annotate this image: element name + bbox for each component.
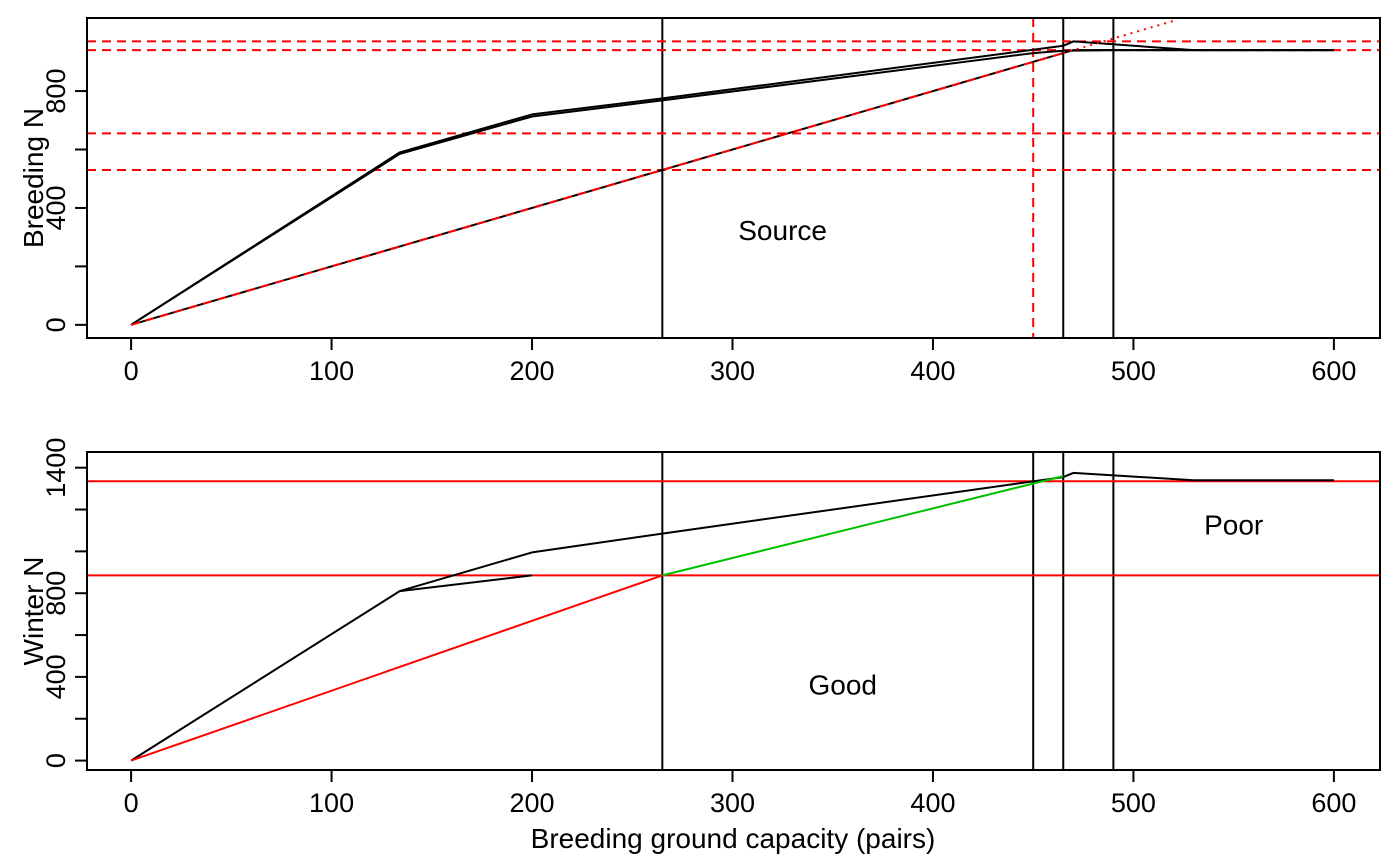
x-tick-label: 600 — [1311, 356, 1356, 386]
y-tick-label: 400 — [41, 654, 71, 699]
series-line-1 — [130, 40, 1334, 326]
y-tick-label: 1400 — [41, 438, 71, 498]
plot-frame — [86, 17, 1381, 339]
series-line-2 — [399, 574, 533, 593]
x-tick-label: 500 — [1111, 788, 1156, 818]
x-axis-label: Breeding ground capacity (pairs) — [531, 823, 936, 854]
plot-area — [87, 452, 1380, 770]
series-line-1 — [130, 471, 1334, 762]
x-tick-label: 300 — [710, 788, 755, 818]
plot-area — [87, 18, 1380, 338]
y-tick-label: 800 — [41, 69, 71, 114]
y-tick-label: 0 — [41, 317, 71, 332]
x-tick-label: 400 — [910, 356, 955, 386]
y-tick-label: 800 — [41, 571, 71, 616]
region-annotation: Good — [809, 670, 878, 701]
x-tick-label: 200 — [510, 356, 555, 386]
y-tick-label: 400 — [41, 185, 71, 230]
panel-winter: 0 100 200 300 400 500 600 0 400 800 1400 Winter N Go… — [18, 438, 1381, 818]
plot-frame — [86, 451, 1381, 771]
y-axis-label: Winter N — [18, 557, 49, 666]
region-annotation: Source — [738, 215, 827, 246]
x-tick-label: 200 — [510, 788, 555, 818]
series-line-5 — [1063, 19, 1174, 55]
x-tick-label: 100 — [309, 788, 354, 818]
x-tick-label: 100 — [309, 356, 354, 386]
series-line-4 — [662, 475, 1064, 577]
x-tick-label: 0 — [124, 788, 139, 818]
x-tick-label: 300 — [710, 356, 755, 386]
series-line-3 — [130, 574, 663, 762]
x-tick-label: 600 — [1311, 788, 1356, 818]
series-line-4 — [130, 52, 1064, 326]
region-annotation: Poor — [1204, 510, 1263, 541]
y-tick-label: 0 — [41, 753, 71, 768]
x-tick-label: 500 — [1111, 356, 1156, 386]
x-tick-label: 0 — [124, 356, 139, 386]
x-tick-label: 400 — [910, 788, 955, 818]
y-axis-label: Breeding N — [18, 108, 49, 248]
series-line-2 — [130, 49, 1334, 326]
